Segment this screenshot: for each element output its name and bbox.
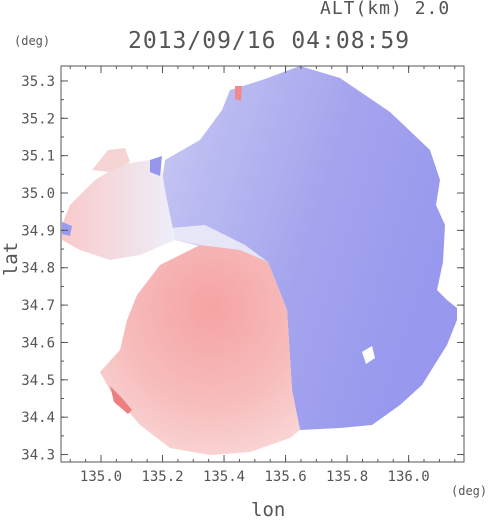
northwest-region [62,158,175,260]
x-tick-label: 135.4 [203,469,245,485]
x-axis-label: lon [251,499,286,521]
y-tick-label: 34.9 [21,223,55,239]
x-tick-label: 135.6 [264,469,306,485]
y-tick-label: 34.4 [21,410,55,426]
y-tick-label: 34.5 [21,373,55,389]
altitude-label: ALT(km) 2.0 [320,0,451,19]
y-tick-label: 35.0 [21,186,55,202]
northwest-fringe [92,148,130,172]
clutter-hole [362,346,375,364]
x-tick-label: 135.2 [141,469,183,485]
red-region [100,245,300,455]
blue-region [160,66,457,430]
y-tick-label: 35.2 [21,111,55,127]
y-tick-label: 35.3 [21,74,55,90]
y-tick-label: 34.3 [21,448,55,464]
chart-title: 2013/09/16 04:08:59 [128,28,411,54]
y-ticks: 34.3 34.4 34.5 34.6 34.7 34.8 34.9 35.0 35.1 35.2… [21,74,464,464]
north-spot [235,86,242,101]
x-tick-label: 136.0 [388,469,430,485]
x-tick-label: 135.8 [326,469,368,485]
x-ticks: 135.0 135.2 135.4 135.6 135.8 136.0 [69,66,456,485]
velocity-field [62,66,457,455]
y-unit-label: (deg) [14,34,51,48]
y-tick-label: 35.1 [21,149,55,165]
blue-patch [62,222,72,236]
plot-frame [60,65,465,463]
x-unit-label: (deg) [451,484,488,498]
x-tick-label: 135.0 [80,469,122,485]
y-tick-label: 34.7 [21,298,55,314]
red-patch [110,386,132,414]
transition-zone [170,225,268,262]
y-tick-label: 34.6 [21,335,55,351]
blue-spot [150,156,162,176]
y-tick-label: 34.8 [21,261,55,277]
